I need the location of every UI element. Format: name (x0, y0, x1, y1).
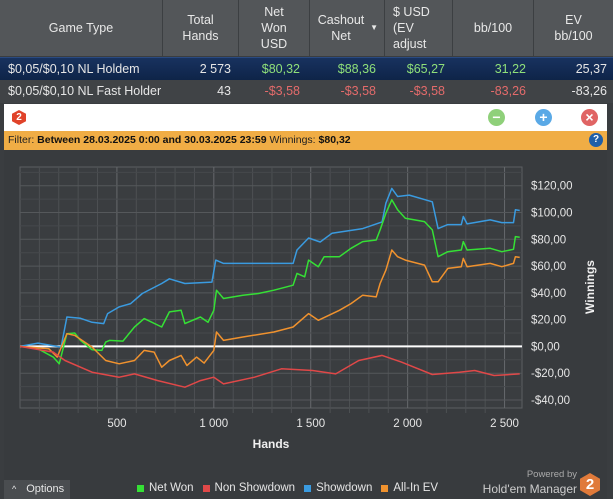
y-tick-label: -$20,00 (531, 368, 570, 380)
y-tick-label: $120,00 (531, 181, 573, 193)
maximize-button[interactable]: + (535, 109, 552, 126)
cashout-cell: -$3,58 (340, 84, 376, 98)
series-line-all-in-ev (19, 249, 520, 368)
sort-desc-icon: ▼ (370, 23, 378, 32)
brand-box: Powered by Hold'em Manager (483, 469, 577, 497)
winnings-value: $80,32 (318, 134, 351, 146)
column-header-cashout-net[interactable]: Cashout Net ▼ (310, 0, 385, 56)
legend-label: Non Showdown (214, 482, 296, 494)
legend-net-won[interactable]: Net Won (137, 482, 194, 494)
legend-swatch (137, 484, 144, 492)
ev-cell: -$3,58 (409, 84, 445, 98)
header-label: Cashout Net (317, 13, 365, 43)
series-line-showdown (19, 187, 520, 348)
y-tick-label: $60,00 (531, 261, 566, 273)
legend-label: Net Won (149, 482, 194, 494)
ev-bb100-cell: 25,37 (575, 62, 607, 76)
legend-showdown[interactable]: Showdown (304, 482, 372, 494)
x-tick-label: 1 500 (296, 418, 325, 430)
game-type-cell: $0,05/$0,10 NL Fast Holder (8, 84, 162, 98)
net-won-cell: -$3,58 (264, 84, 300, 98)
legend-swatch (304, 484, 312, 492)
x-tick-label: 1 000 (199, 418, 228, 430)
ev-bb100-cell: -83,26 (571, 84, 607, 98)
column-header-game-type[interactable]: Game Type (0, 0, 163, 56)
options-button[interactable]: ^ Options (4, 480, 70, 499)
x-tick-label: 2 000 (393, 418, 422, 430)
chart-legend: Net Won Non Showdown Showdown All-In EV (137, 482, 438, 494)
x-tick-label: 500 (107, 418, 126, 430)
window-title-bar: 2 − + × (4, 104, 607, 131)
options-label: Options (26, 483, 65, 495)
brand-label: Hold'em Manager (482, 482, 577, 496)
winnings-label: Winnings: (269, 134, 316, 146)
close-button[interactable]: × (581, 109, 598, 126)
filter-range: Between 28.03.2025 0:00 and 30.03.2025 2… (37, 134, 267, 146)
hm-brand-logo-icon: 2 (580, 473, 600, 496)
plot-area (19, 166, 523, 409)
legend-swatch (202, 484, 210, 492)
legend-label: All-In EV (393, 482, 439, 494)
table-header: Game Type Total Hands Net Won USD Cashou… (0, 0, 613, 56)
legend-all-in-ev[interactable]: All-In EV (381, 482, 438, 494)
net-won-cell: $80,32 (261, 62, 300, 76)
y-tick-label: $20,00 (531, 315, 566, 327)
chevron-up-icon: ^ (12, 484, 17, 494)
ev-cell: $65,27 (406, 62, 445, 76)
y-tick-label: $40,00 (531, 288, 566, 300)
cashout-cell: $88,36 (337, 62, 376, 76)
y-tick-label: $80,00 (531, 234, 566, 246)
column-header-ev-bb100[interactable]: EV bb/100 (554, 13, 593, 43)
table-row[interactable]: $0,05/$0,10 NL Holdem 2 573 $80,32 $88,3… (0, 57, 613, 80)
series-line-net-won (19, 199, 520, 365)
column-header-total-hands[interactable]: Total Hands (163, 0, 239, 56)
y-axis-title: Winnings (583, 260, 597, 314)
y-tick-label: -$40,00 (531, 395, 570, 407)
minimize-button[interactable]: − (488, 109, 505, 126)
filter-label: Filter: (8, 134, 35, 146)
help-icon[interactable]: ? (589, 133, 603, 147)
x-axis-title: Hands (253, 437, 290, 451)
series-line-non-showdown (19, 345, 520, 388)
legend-non-showdown[interactable]: Non Showdown (202, 482, 296, 494)
column-header-ev-adjusted[interactable]: $ USD (EV adjust (385, 0, 453, 56)
column-header-net-won[interactable]: Net Won USD (239, 0, 310, 56)
column-header-bb100[interactable]: bb/100 (453, 0, 534, 56)
y-tick-label: $0,00 (531, 341, 560, 353)
x-tick-label: 2 500 (490, 418, 519, 430)
bb100-cell: 31,22 (494, 62, 526, 76)
filter-bar: Filter: Between 28.03.2025 0:00 and 30.0… (4, 131, 607, 150)
y-tick-label: $100,00 (531, 208, 573, 220)
legend-label: Showdown (316, 482, 373, 494)
hands-cell: 2 573 (199, 62, 231, 76)
table-row[interactable]: $0,05/$0,10 NL Fast Holder 43 -$3,58 -$3… (0, 80, 613, 103)
bb100-cell: -83,26 (490, 84, 526, 98)
legend-swatch (381, 484, 389, 492)
game-type-cell: $0,05/$0,10 NL Holdem (8, 62, 140, 76)
hm-logo-icon: 2 (12, 110, 26, 125)
hands-cell: 43 (217, 84, 231, 98)
powered-by-label: Powered by (526, 469, 577, 480)
